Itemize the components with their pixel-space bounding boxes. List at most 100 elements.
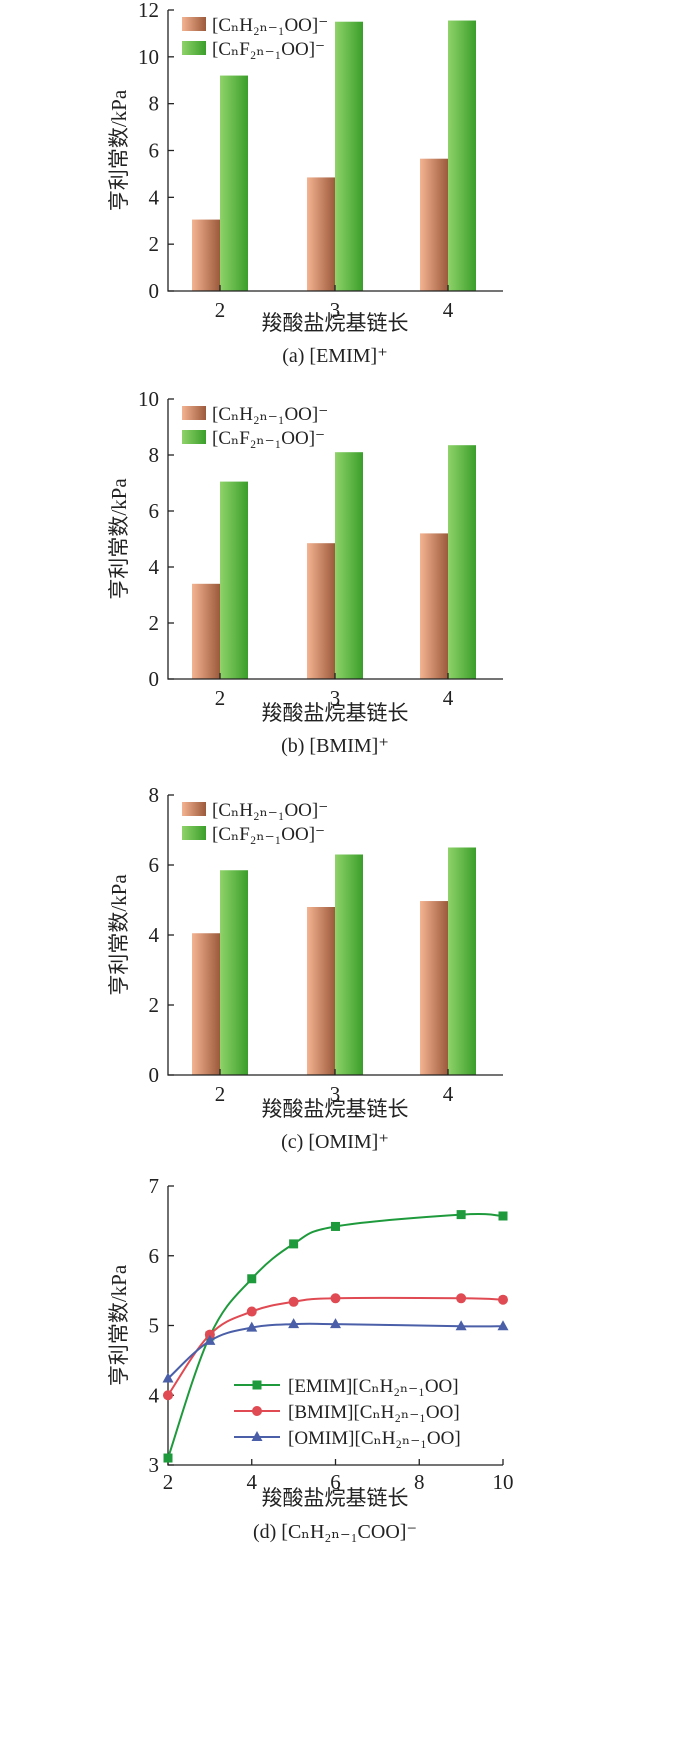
y-tick-label: 6: [149, 1244, 160, 1268]
x-tick-label: 2: [215, 298, 226, 322]
x-axis-label: 羧酸盐烷基链长: [262, 701, 409, 725]
bar: [448, 445, 476, 679]
x-tick-label: 6: [330, 1470, 341, 1494]
data-point-square: [163, 1453, 173, 1463]
bar: [420, 901, 448, 1075]
bar: [335, 854, 363, 1075]
x-axis-label: 羧酸盐烷基链长: [262, 1097, 409, 1121]
bar: [307, 543, 335, 679]
y-tick-label: 6: [149, 853, 160, 877]
data-point-square: [456, 1210, 466, 1220]
x-tick-label: 8: [414, 1470, 425, 1494]
bar: [307, 907, 335, 1075]
legend-label: [CₙH₂ₙ₋₁OO]⁻: [212, 15, 328, 36]
data-point-circle: [163, 1390, 173, 1401]
bar: [420, 533, 448, 679]
y-tick-label: 2: [149, 611, 160, 635]
data-point-triangle: [251, 1431, 263, 1441]
legend-swatch: [182, 826, 206, 840]
data-point-square: [289, 1239, 299, 1249]
bar: [192, 933, 220, 1075]
bar-chart-panel: 0 2 4 6 8 10 2 3 4 羧酸盐烷基链长 (b) [BMIM]⁺ [CₙH₂ₙ₋₁OO]⁻…: [138, 387, 503, 757]
y-tick-label: 6: [149, 139, 160, 163]
y-tick-label: 8: [149, 92, 160, 116]
line-chart-panel: 3 4 5 6 7 2 4 6 8 10 羧酸盐烷基链长 (d) [CₙH₂ₙ₋₁COO]⁻ [EMIM…: [149, 1174, 514, 1543]
panel-caption: (c) [OMIM]⁺: [281, 1131, 389, 1153]
panel-caption: (a) [EMIM]⁺: [282, 345, 388, 367]
legend-swatch: [182, 406, 206, 420]
bar: [335, 452, 363, 679]
bar-chart-panel: 0 2 4 6 8 2 3 4 羧酸盐烷基链长 (c) [OMIM]⁺ [CₙH₂ₙ₋₁OO]⁻ [C…: [149, 783, 503, 1153]
series-line: [167, 1322, 504, 1380]
y-tick-label: 10: [138, 387, 159, 411]
y-tick-label: 4: [149, 923, 160, 947]
data-point-triangle: [246, 1321, 258, 1332]
y-tick-label: 4: [149, 555, 160, 579]
y-tick-label: 7: [149, 1174, 160, 1198]
bar: [420, 158, 448, 291]
x-tick-label: 3: [330, 1082, 341, 1106]
data-point-square: [247, 1274, 257, 1284]
legend-swatch: [182, 17, 206, 31]
y-tick-label: 6: [149, 499, 160, 523]
panel-caption: (d) [CₙH₂ₙ₋₁COO]⁻: [253, 1521, 417, 1543]
y-axis-label: 亨利常数/kPa: [107, 89, 131, 211]
x-tick-label: 4: [443, 1082, 454, 1106]
y-tick-label: 4: [149, 1383, 160, 1407]
y-tick-label: 0: [149, 667, 160, 691]
x-tick-label: 4: [247, 1470, 258, 1494]
bar: [335, 21, 363, 291]
y-axis-label: 亨利常数/kPa: [107, 874, 131, 996]
data-point-triangle: [455, 1320, 467, 1331]
data-point-triangle: [204, 1334, 216, 1345]
legend-label: [CₙF₂ₙ₋₁OO]⁻: [212, 824, 325, 845]
legend-label: [CₙF₂ₙ₋₁OO]⁻: [212, 39, 325, 60]
data-point-triangle: [288, 1318, 300, 1329]
data-point-square: [331, 1221, 340, 1231]
x-tick-label: 2: [215, 686, 226, 710]
x-tick-label: 2: [163, 1470, 174, 1494]
y-tick-label: 4: [149, 185, 160, 209]
x-tick-label: 3: [330, 686, 341, 710]
y-tick-label: 5: [149, 1314, 160, 1338]
x-tick-label: 4: [443, 298, 454, 322]
bar: [220, 481, 248, 679]
x-axis-label: 羧酸盐烷基链长: [262, 311, 409, 335]
x-tick-label: 10: [493, 1470, 514, 1494]
data-point-square: [498, 1211, 508, 1221]
data-point-circle: [246, 1306, 257, 1317]
y-tick-label: 8: [149, 783, 160, 807]
legend-swatch: [182, 41, 206, 55]
bar-chart-panel: 0 2 4 6 8 10 12 2 3 4 羧酸盐烷基链长 (a) [EMIM]⁺ [CₙH₂ₙ₋₁OO…: [138, 0, 503, 367]
x-tick-label: 4: [443, 686, 454, 710]
y-tick-label: 2: [149, 232, 160, 256]
panel-caption: (b) [BMIM]⁺: [281, 735, 389, 757]
data-point-circle: [288, 1296, 299, 1307]
x-tick-label: 2: [215, 1082, 226, 1106]
data-point-triangle: [162, 1372, 174, 1383]
y-tick-label: 3: [149, 1453, 160, 1477]
legend-swatch: [182, 802, 206, 816]
legend-label: [CₙH₂ₙ₋₁OO]⁻: [212, 800, 328, 821]
bar: [192, 219, 220, 291]
y-tick-label: 10: [138, 45, 159, 69]
legend-label: [OMIM][CₙH₂ₙ₋₁OO]: [288, 1428, 461, 1449]
y-tick-label: 8: [149, 443, 160, 467]
legend-swatch: [182, 430, 206, 444]
data-point-triangle: [497, 1320, 509, 1331]
bar: [448, 20, 476, 291]
x-axis-label: 羧酸盐烷基链长: [262, 1486, 409, 1510]
legend-label: [EMIM][CₙH₂ₙ₋₁OO]: [288, 1376, 459, 1397]
bar: [192, 583, 220, 679]
data-point-circle: [330, 1293, 341, 1304]
data-point-circle: [498, 1294, 508, 1305]
data-point-circle: [456, 1293, 467, 1304]
data-point-circle: [204, 1329, 215, 1340]
legend-label: [CₙH₂ₙ₋₁OO]⁻: [212, 404, 328, 425]
bar: [448, 847, 476, 1075]
y-axis-label: 亨利常数/kPa: [107, 478, 131, 600]
x-tick-label: 3: [330, 298, 341, 322]
legend-label: [CₙF₂ₙ₋₁OO]⁻: [212, 428, 325, 449]
bar: [307, 177, 335, 291]
